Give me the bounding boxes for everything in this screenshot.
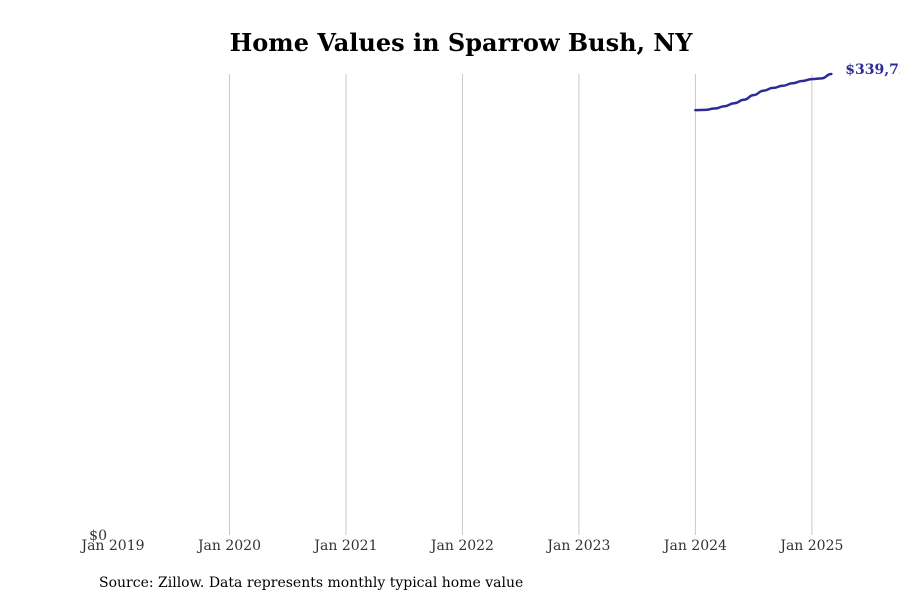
gridlines: [228, 74, 813, 535]
chart-title: Home Values in Sparrow Bush, NY: [230, 28, 694, 57]
x-tick-label: Jan 2024: [662, 538, 727, 554]
x-tick-label: Jan 2020: [196, 538, 261, 554]
x-tick-label: Jan 2021: [312, 538, 377, 554]
x-tick-label: Jan 2019: [79, 538, 144, 554]
home-value-line: [694, 72, 833, 112]
source-note: Source: Zillow. Data represents monthly …: [99, 575, 523, 591]
series-layer: $339,729: [694, 62, 900, 112]
x-tick-label: Jan 2023: [545, 538, 610, 554]
end-value-label: $339,729: [845, 62, 900, 78]
x-tick-label: Jan 2022: [429, 538, 494, 554]
y-tick-label: $0: [89, 528, 107, 544]
x-axis-ticks: Jan 2019 Jan 2020 Jan 2021 Jan 2022 Jan 2023…: [79, 528, 843, 554]
x-tick-label: Jan 2025: [778, 538, 843, 554]
